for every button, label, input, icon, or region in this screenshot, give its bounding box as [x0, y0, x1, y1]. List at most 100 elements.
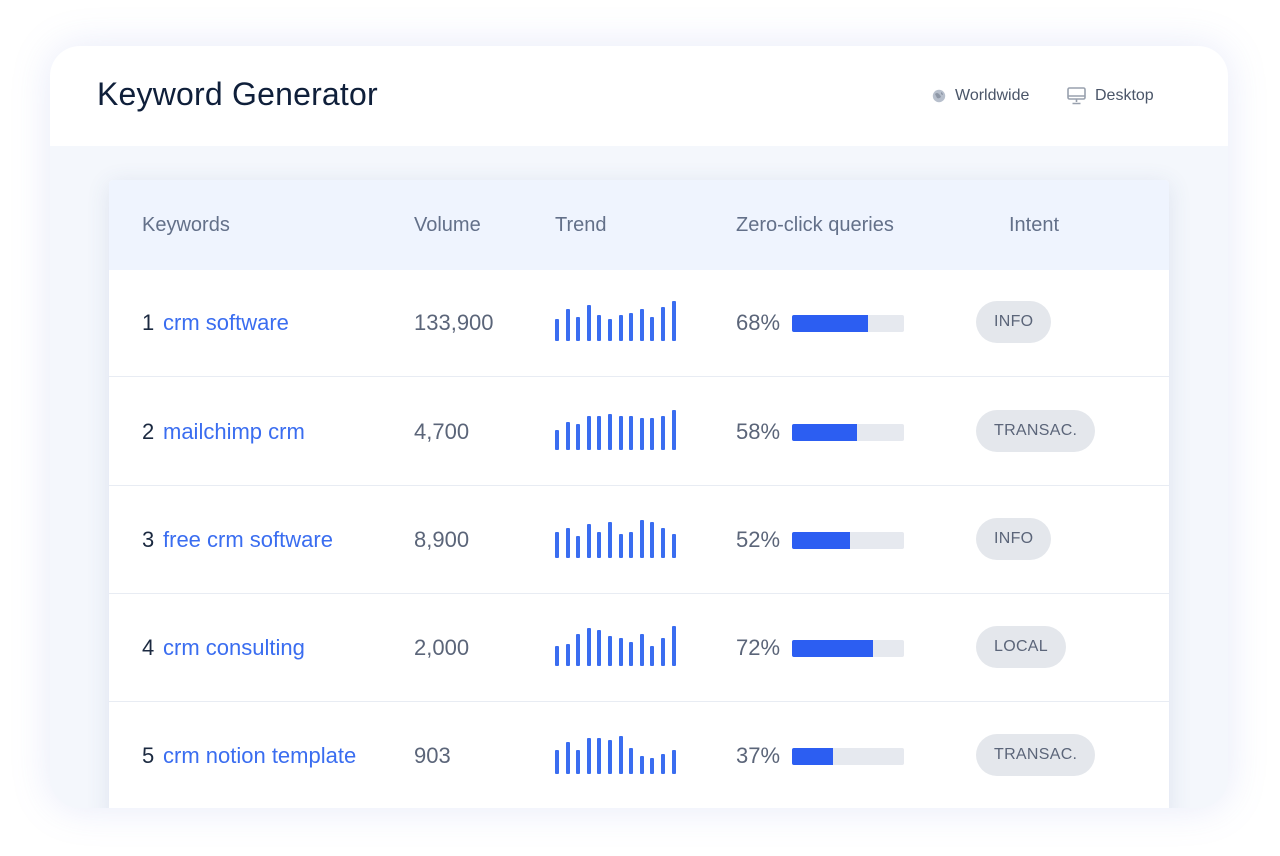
intent-badge: TRANSAC.	[976, 410, 1096, 452]
desktop-icon	[1067, 87, 1086, 105]
device-selector[interactable]: Desktop	[1067, 87, 1154, 105]
zero-click-progress-fill	[792, 424, 857, 441]
table-header: Keywords Volume Trend Zero-click queries…	[109, 180, 1169, 270]
keyword-link[interactable]: free crm software	[163, 527, 333, 552]
keyword-link[interactable]: mailchimp crm	[163, 419, 305, 444]
trend-bar	[661, 638, 665, 666]
keyword-rank: 3	[142, 527, 155, 552]
zero-click-percent: 72%	[736, 635, 781, 660]
intent-badge: INFO	[976, 518, 1052, 560]
trend-bar	[618, 416, 623, 450]
trend-bar	[576, 424, 581, 450]
volume-value: 8,900	[414, 527, 470, 552]
zero-click-progress-bar	[792, 640, 904, 657]
table-row[interactable]: 4 crm consulting 2,000 72% LOCAL	[109, 593, 1169, 702]
trend-bar	[555, 430, 559, 450]
trend-bar	[586, 416, 591, 450]
trend-bar	[597, 630, 602, 666]
trend-sparkline	[555, 410, 679, 450]
trend-bar	[671, 626, 676, 666]
zero-click-percent: 52%	[736, 527, 781, 552]
trend-bar	[586, 628, 591, 666]
column-header-keywords[interactable]: Keywords	[142, 214, 230, 236]
trend-sparkline	[555, 626, 679, 666]
trend-bar	[565, 644, 570, 666]
trend-bar	[650, 522, 655, 558]
zero-click-progress-bar	[792, 315, 904, 332]
column-header-zero-click[interactable]: Zero-click queries	[736, 214, 894, 236]
zero-click-progress-bar	[792, 532, 904, 549]
trend-bar	[639, 520, 644, 558]
keyword-rank: 2	[142, 419, 155, 444]
keyword-rank: 5	[142, 743, 155, 768]
column-header-intent[interactable]: Intent	[1009, 214, 1060, 236]
trend-bar	[555, 532, 559, 558]
zero-click-progress-fill	[792, 640, 873, 657]
trend-bar	[629, 416, 634, 450]
location-label: Worldwide	[955, 87, 1030, 104]
trend-bar	[608, 414, 612, 450]
trend-bar	[639, 309, 644, 341]
trend-bar	[661, 416, 665, 450]
trend-bar	[671, 410, 676, 450]
trend-bar	[576, 634, 581, 666]
zero-click-progress-bar	[792, 424, 904, 441]
zero-click-percent: 68%	[736, 310, 781, 335]
trend-bar	[608, 522, 612, 558]
trend-bar	[639, 634, 644, 666]
keyword-link[interactable]: crm notion template	[163, 743, 357, 768]
table-row[interactable]: 2 mailchimp crm 4,700 58% TRANSAC.	[109, 376, 1169, 486]
trend-bar	[650, 646, 655, 666]
volume-value: 903	[414, 743, 451, 768]
trend-bar	[565, 309, 570, 341]
keyword-rank: 1	[142, 310, 155, 335]
location-selector[interactable]: Worldwide	[932, 87, 1029, 105]
page-title: Keyword Generator	[97, 76, 378, 112]
keyword-generator-card: Keyword Generator Worldwide Desktop Keyw…	[50, 46, 1228, 808]
trend-bar	[608, 636, 612, 666]
trend-bar	[618, 534, 623, 558]
trend-bar	[576, 750, 581, 774]
intent-badge: TRANSAC.	[976, 734, 1096, 776]
zero-click-percent: 37%	[736, 743, 781, 768]
trend-bar	[671, 301, 676, 341]
trend-bar	[629, 642, 634, 666]
trend-bar	[555, 750, 559, 774]
trend-bar	[576, 317, 581, 341]
volume-value: 133,900	[414, 310, 494, 335]
trend-bar	[555, 646, 559, 666]
trend-bar	[618, 315, 623, 341]
trend-bar	[661, 754, 665, 774]
trend-bar	[671, 534, 676, 558]
trend-bar	[639, 418, 644, 450]
trend-bar	[618, 638, 623, 666]
intent-badge: INFO	[976, 301, 1052, 343]
trend-bar	[650, 418, 655, 450]
device-label: Desktop	[1095, 87, 1154, 104]
trend-bar	[555, 319, 559, 341]
trend-bar	[565, 742, 570, 774]
globe-icon	[932, 89, 946, 103]
keyword-link[interactable]: crm software	[163, 310, 289, 335]
trend-bar	[618, 736, 623, 774]
keyword-rank: 4	[142, 635, 155, 660]
trend-bar	[661, 307, 665, 341]
trend-bar	[586, 524, 591, 558]
trend-sparkline	[555, 301, 679, 341]
table-row[interactable]: 1 crm software 133,900 68% INFO	[109, 270, 1169, 376]
trend-bar	[565, 422, 570, 450]
trend-sparkline	[555, 734, 679, 774]
zero-click-progress-fill	[792, 315, 869, 332]
table-row[interactable]: 5 crm notion template 903 37% TRANSAC.	[109, 701, 1169, 808]
trend-bar	[629, 532, 634, 558]
trend-bar	[597, 738, 602, 774]
trend-bar	[650, 758, 655, 774]
table-row[interactable]: 3 free crm software 8,900 52% INFO	[109, 485, 1169, 594]
column-header-volume[interactable]: Volume	[414, 214, 481, 236]
trend-bar	[629, 313, 634, 341]
volume-value: 4,700	[414, 419, 470, 444]
trend-bar	[671, 750, 676, 774]
column-header-trend[interactable]: Trend	[555, 214, 607, 236]
keyword-link[interactable]: crm consulting	[163, 635, 305, 660]
trend-bar	[565, 528, 570, 558]
